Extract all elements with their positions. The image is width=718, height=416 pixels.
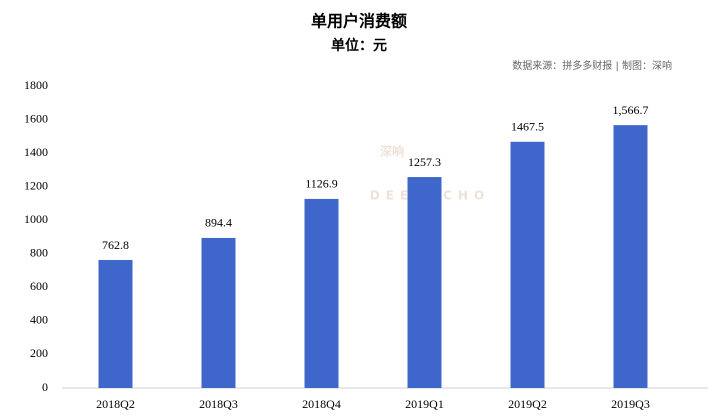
- x-tick-label: 2019Q3: [611, 397, 650, 411]
- y-tick-label: 1600: [24, 111, 48, 125]
- x-tick-label: 2019Q2: [508, 397, 547, 411]
- bar: [98, 260, 133, 388]
- bar: [201, 237, 236, 388]
- bar: [304, 198, 339, 388]
- chart-title: 单用户消费额: [311, 12, 407, 31]
- value-label: 1126.9: [305, 177, 338, 191]
- y-tick-label: 0: [42, 380, 48, 394]
- bar: [613, 125, 648, 389]
- y-tick-label: 1400: [24, 145, 48, 159]
- value-label: 1257.3: [408, 155, 441, 169]
- value-label: 894.4: [205, 216, 232, 230]
- x-tick-label: 2019Q1: [405, 397, 444, 411]
- x-tick-label: 2018Q2: [96, 397, 135, 411]
- y-tick-label: 600: [30, 279, 48, 293]
- x-tick-label: 2018Q3: [199, 397, 238, 411]
- y-tick-label: 200: [30, 346, 48, 360]
- y-tick-label: 800: [30, 246, 48, 260]
- y-tick-label: 1800: [24, 78, 48, 92]
- value-label: 1467.5: [511, 120, 544, 134]
- x-tick-label: 2018Q4: [302, 397, 341, 411]
- bar: [510, 141, 545, 388]
- y-tick-label: 400: [30, 313, 48, 327]
- source-note: 数据来源：拼多多财报 | 制图：深响: [512, 59, 672, 72]
- watermark-logo: 深响: [380, 144, 404, 159]
- chart-subtitle: 单位：元: [331, 37, 387, 54]
- y-tick-label: 1200: [24, 178, 48, 192]
- value-label: 1,566.7: [613, 103, 649, 117]
- value-label: 762.8: [102, 238, 129, 252]
- bar: [407, 177, 442, 388]
- y-tick-label: 1000: [24, 212, 48, 226]
